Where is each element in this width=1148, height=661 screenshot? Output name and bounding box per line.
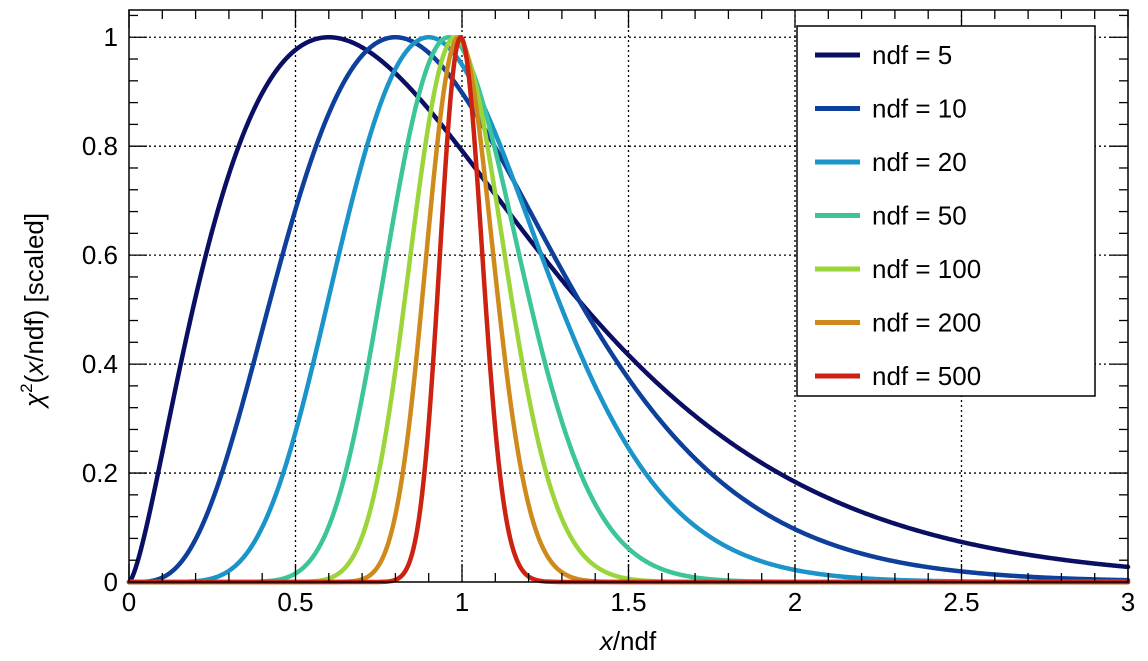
x-tick-label: 0.5 — [277, 587, 313, 617]
x-axis-label: x/ndf — [598, 626, 657, 656]
legend-entry-label: ndf = 200 — [872, 308, 981, 338]
axis-ticks: 0 0.5 1 1.5 2 2.5 3 0 0.2 0.4 0.6 0.8 1 — [82, 10, 1135, 617]
legend-box — [796, 25, 1096, 397]
y-tick-label: 0.6 — [82, 240, 118, 270]
legend-entry-label: ndf = 500 — [872, 361, 981, 391]
y-tick-label: 0.8 — [82, 131, 118, 161]
y-tick-label: 0.4 — [82, 349, 118, 379]
legend-entry-label: ndf = 5 — [872, 40, 952, 70]
x-tick-label: 2.5 — [943, 587, 979, 617]
legend-entry-label: ndf = 50 — [872, 201, 967, 231]
legend-entry-label: ndf = 100 — [872, 254, 981, 284]
x-tick-label: 3 — [1121, 587, 1135, 617]
x-tick-label: 0 — [122, 587, 136, 617]
legend: ndf = 5 ndf = 10 ndf = 20 ndf = 50 ndf = 100… — [796, 25, 1096, 397]
x-tick-label: 1 — [455, 587, 469, 617]
legend-entry-label: ndf = 10 — [872, 94, 967, 124]
x-tick-label: 2 — [788, 587, 802, 617]
y-tick-label: 0.2 — [82, 458, 118, 488]
y-tick-label: 1 — [104, 22, 118, 52]
x-tick-label: 1.5 — [610, 587, 646, 617]
legend-entry-label: ndf = 20 — [872, 147, 967, 177]
series-line-ndf-5 — [126, 34, 1131, 585]
y-tick-label: 0 — [104, 567, 118, 597]
y-axis-label: χ2(x/ndf) [scaled] — [17, 213, 49, 409]
